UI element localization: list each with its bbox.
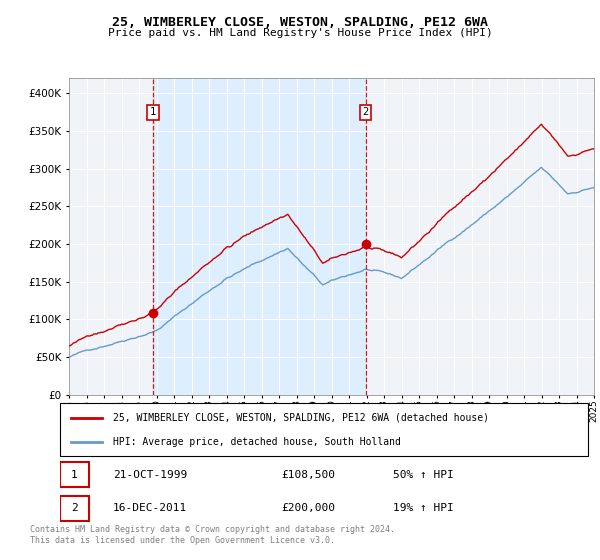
- Text: 25, WIMBERLEY CLOSE, WESTON, SPALDING, PE12 6WA (detached house): 25, WIMBERLEY CLOSE, WESTON, SPALDING, P…: [113, 413, 489, 423]
- Text: 19% ↑ HPI: 19% ↑ HPI: [392, 503, 454, 514]
- FancyBboxPatch shape: [60, 463, 89, 487]
- Text: HPI: Average price, detached house, South Holland: HPI: Average price, detached house, Sout…: [113, 437, 401, 447]
- Text: 21-OCT-1999: 21-OCT-1999: [113, 470, 187, 480]
- Text: 50% ↑ HPI: 50% ↑ HPI: [392, 470, 454, 480]
- Text: 2: 2: [71, 503, 78, 514]
- FancyBboxPatch shape: [60, 496, 89, 521]
- Text: 25, WIMBERLEY CLOSE, WESTON, SPALDING, PE12 6WA: 25, WIMBERLEY CLOSE, WESTON, SPALDING, P…: [112, 16, 488, 29]
- Text: 1: 1: [71, 470, 78, 480]
- Text: 16-DEC-2011: 16-DEC-2011: [113, 503, 187, 514]
- Text: 2: 2: [362, 108, 369, 117]
- Text: Contains HM Land Registry data © Crown copyright and database right 2024.
This d: Contains HM Land Registry data © Crown c…: [30, 525, 395, 545]
- Text: £108,500: £108,500: [282, 470, 336, 480]
- Text: Price paid vs. HM Land Registry's House Price Index (HPI): Price paid vs. HM Land Registry's House …: [107, 28, 493, 38]
- Bar: [153, 78, 365, 395]
- FancyBboxPatch shape: [60, 403, 588, 456]
- Text: 1: 1: [150, 108, 156, 117]
- Text: £200,000: £200,000: [282, 503, 336, 514]
